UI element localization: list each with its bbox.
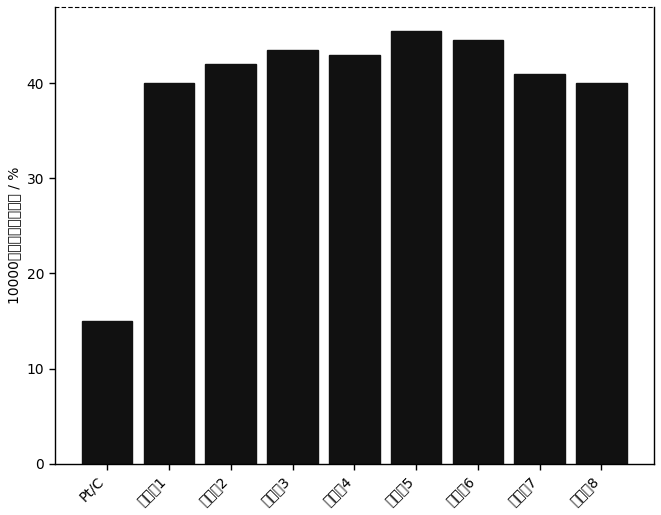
Bar: [391, 31, 442, 464]
Bar: [267, 50, 318, 464]
Bar: [329, 55, 379, 464]
Bar: [143, 83, 194, 464]
Y-axis label: 10000圈后剩余活性面积 / %: 10000圈后剩余活性面积 / %: [7, 167, 21, 304]
Bar: [82, 321, 132, 464]
Bar: [514, 74, 565, 464]
Bar: [453, 40, 503, 464]
Bar: [576, 83, 627, 464]
Bar: [206, 64, 256, 464]
